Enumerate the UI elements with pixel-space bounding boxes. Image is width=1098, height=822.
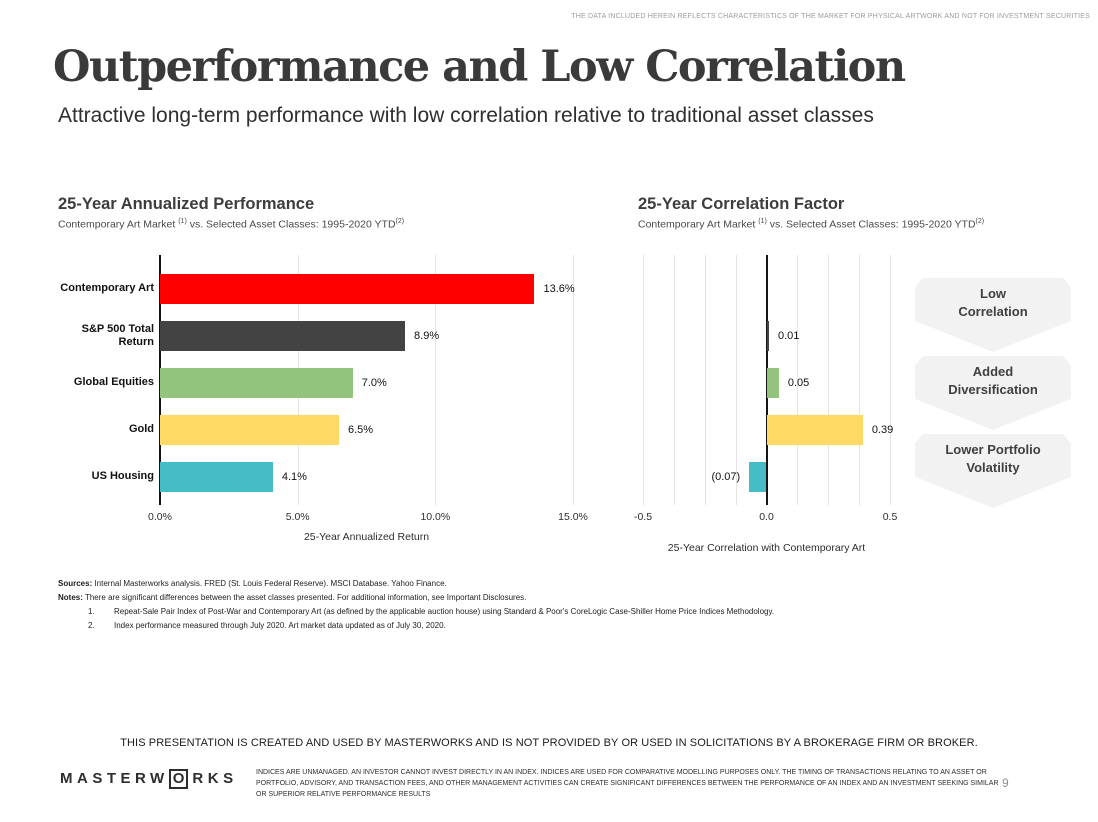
subtitle-text: vs. Selected Asset Classes: 1995-2020 YT… — [186, 218, 396, 231]
bar-s-p-500-total-return — [766, 321, 769, 351]
value-label: 7.0% — [361, 377, 387, 389]
subtitle-text: vs. Selected Asset Classes: 1995-2020 YT… — [766, 218, 976, 231]
value-label: 8.9% — [414, 330, 440, 342]
bar-contemporary-art — [160, 274, 535, 304]
performance-chart-title: 25-Year Annualized Performance — [58, 195, 315, 213]
subtitle-text: Contemporary Art Market — [58, 218, 179, 231]
correlation-bar-chart: -0.5 0.0 0.5 0.01 0.05 0.39 (0.07) — [634, 255, 897, 523]
banner-added-diversification: Added Diversification — [915, 356, 1071, 430]
banner-low-correlation: Low Correlation — [915, 278, 1071, 352]
performance-x-axis-title: 25-Year Annualized Return — [303, 531, 430, 543]
masterworks-logo: MASTERW O RKS — [60, 769, 238, 789]
x-tick: 15.0% — [558, 511, 588, 523]
correlation-x-axis-title: 25-Year Correlation with Contemporary Ar… — [667, 542, 866, 554]
x-tick: 0.5 — [882, 511, 898, 523]
footnote-ref-2: (2) — [975, 218, 985, 225]
banner-label: Low Correlation — [958, 286, 1028, 319]
footnote-1: 1. Repeat-Sale Pair Index of Post-War and… — [58, 607, 898, 616]
bar-global-equities — [766, 368, 779, 398]
banner-label: Lower Portfolio Volatility — [945, 442, 1041, 475]
category-label-us-housing: US Housing — [91, 470, 154, 483]
gridline — [704, 255, 706, 505]
logo-text-post: RKS — [192, 770, 238, 788]
value-label: 0.05 — [787, 377, 810, 389]
gridline — [573, 255, 574, 505]
performance-chart-header: 25-Year Annualized Performance Contempor… — [58, 195, 578, 231]
gridline — [435, 255, 437, 505]
category-label-contemporary-art: Contemporary Art — [60, 282, 154, 295]
banner-label: Added Diversification — [948, 364, 1038, 397]
footnote-2: 2. Index performance measured through Jul… — [58, 621, 898, 630]
category-label-gold: Gold — [128, 423, 154, 436]
bar-gold — [160, 415, 339, 445]
x-tick: 0.0% — [148, 511, 172, 523]
performance-bar-chart: 0.0% 5.0% 10.0% 15.0% 13.6% 8.9% 7.0% 6.5% 4.1% — [148, 255, 588, 523]
value-label: 0.01 — [777, 330, 800, 342]
sources-text: Internal Masterworks analysis. FRED (St.… — [92, 579, 447, 588]
footnote-ref-1: (1) — [178, 218, 187, 225]
gridline — [859, 255, 861, 505]
subtitle-text: Contemporary Art Market — [638, 218, 759, 231]
footnote-ref-1: (1) — [758, 218, 767, 225]
value-label: 6.5% — [347, 424, 374, 436]
footnote-text: Repeat-Sale Pair Index of Post-War and C… — [114, 607, 775, 616]
footnotes: Sources: Internal Masterworks analysis. … — [58, 579, 898, 635]
value-label: 13.6% — [543, 283, 575, 295]
top-disclaimer: THE DATA INCLUDED HEREIN REFLECTS CHARAC… — [571, 13, 1090, 20]
bar-global-equities — [160, 368, 353, 398]
value-label: (0.07) — [711, 471, 741, 483]
sources-label: Sources: — [58, 579, 93, 588]
x-tick: 5.0% — [285, 511, 310, 523]
banner-lower-portfolio-volatility: Lower Portfolio Volatility — [915, 434, 1071, 508]
gridline — [643, 255, 644, 505]
x-tick: 10.0% — [420, 511, 451, 523]
category-label-s-p-500-total-return: S&P 500 Total Return — [81, 322, 154, 348]
value-label: 0.39 — [871, 424, 894, 436]
gridline — [673, 255, 675, 505]
sources-line: Sources: Internal Masterworks analysis. … — [58, 579, 898, 588]
gridline — [797, 255, 799, 505]
notes-text: There are significant differences betwee… — [82, 593, 527, 602]
performance-category-labels: Contemporary Art S&P 500 Total Return Glob… — [48, 255, 154, 505]
gridline — [735, 255, 737, 505]
bar-s-p-500-total-return — [160, 321, 406, 351]
logo-text-pre: MASTERW — [60, 770, 169, 788]
performance-chart-subtitle: Contemporary Art Market (1) vs. Selected… — [58, 218, 578, 231]
correlation-chart-header: 25-Year Correlation Factor Contemporary … — [638, 195, 1098, 231]
bar-gold — [766, 415, 863, 445]
footnote-number: 1. — [88, 607, 95, 616]
bottom-disclaimer: THIS PRESENTATION IS CREATED AND USED BY… — [120, 737, 978, 749]
footnote-ref-2: (2) — [395, 218, 405, 225]
page-title: Outperformance and Low Correlation — [53, 42, 906, 92]
gridline — [890, 255, 891, 505]
notes-line: Notes: There are significant differences… — [58, 593, 898, 602]
page-number: 9 — [1002, 776, 1009, 790]
correlation-chart-subtitle: Contemporary Art Market (1) vs. Selected… — [638, 218, 1098, 231]
x-tick: -0.5 — [633, 511, 653, 523]
bar-us-housing — [160, 462, 273, 492]
footnote-number: 2. — [88, 621, 95, 630]
fine-print: INDICES ARE UNMANAGED. AN INVESTOR CANNO… — [256, 769, 999, 798]
page-subtitle: Attractive long-term performance with lo… — [58, 104, 874, 127]
bar-us-housing — [749, 462, 767, 492]
x-tick: 0.0 — [759, 511, 774, 523]
category-label-global-equities: Global Equities — [73, 376, 154, 389]
value-label: 4.1% — [281, 471, 307, 483]
gridline — [828, 255, 830, 505]
notes-label: Notes: — [58, 593, 83, 602]
footnote-text: Index performance measured through July … — [114, 621, 446, 630]
logo-boxed-o: O — [168, 769, 189, 789]
correlation-chart-title: 25-Year Correlation Factor — [638, 195, 845, 213]
